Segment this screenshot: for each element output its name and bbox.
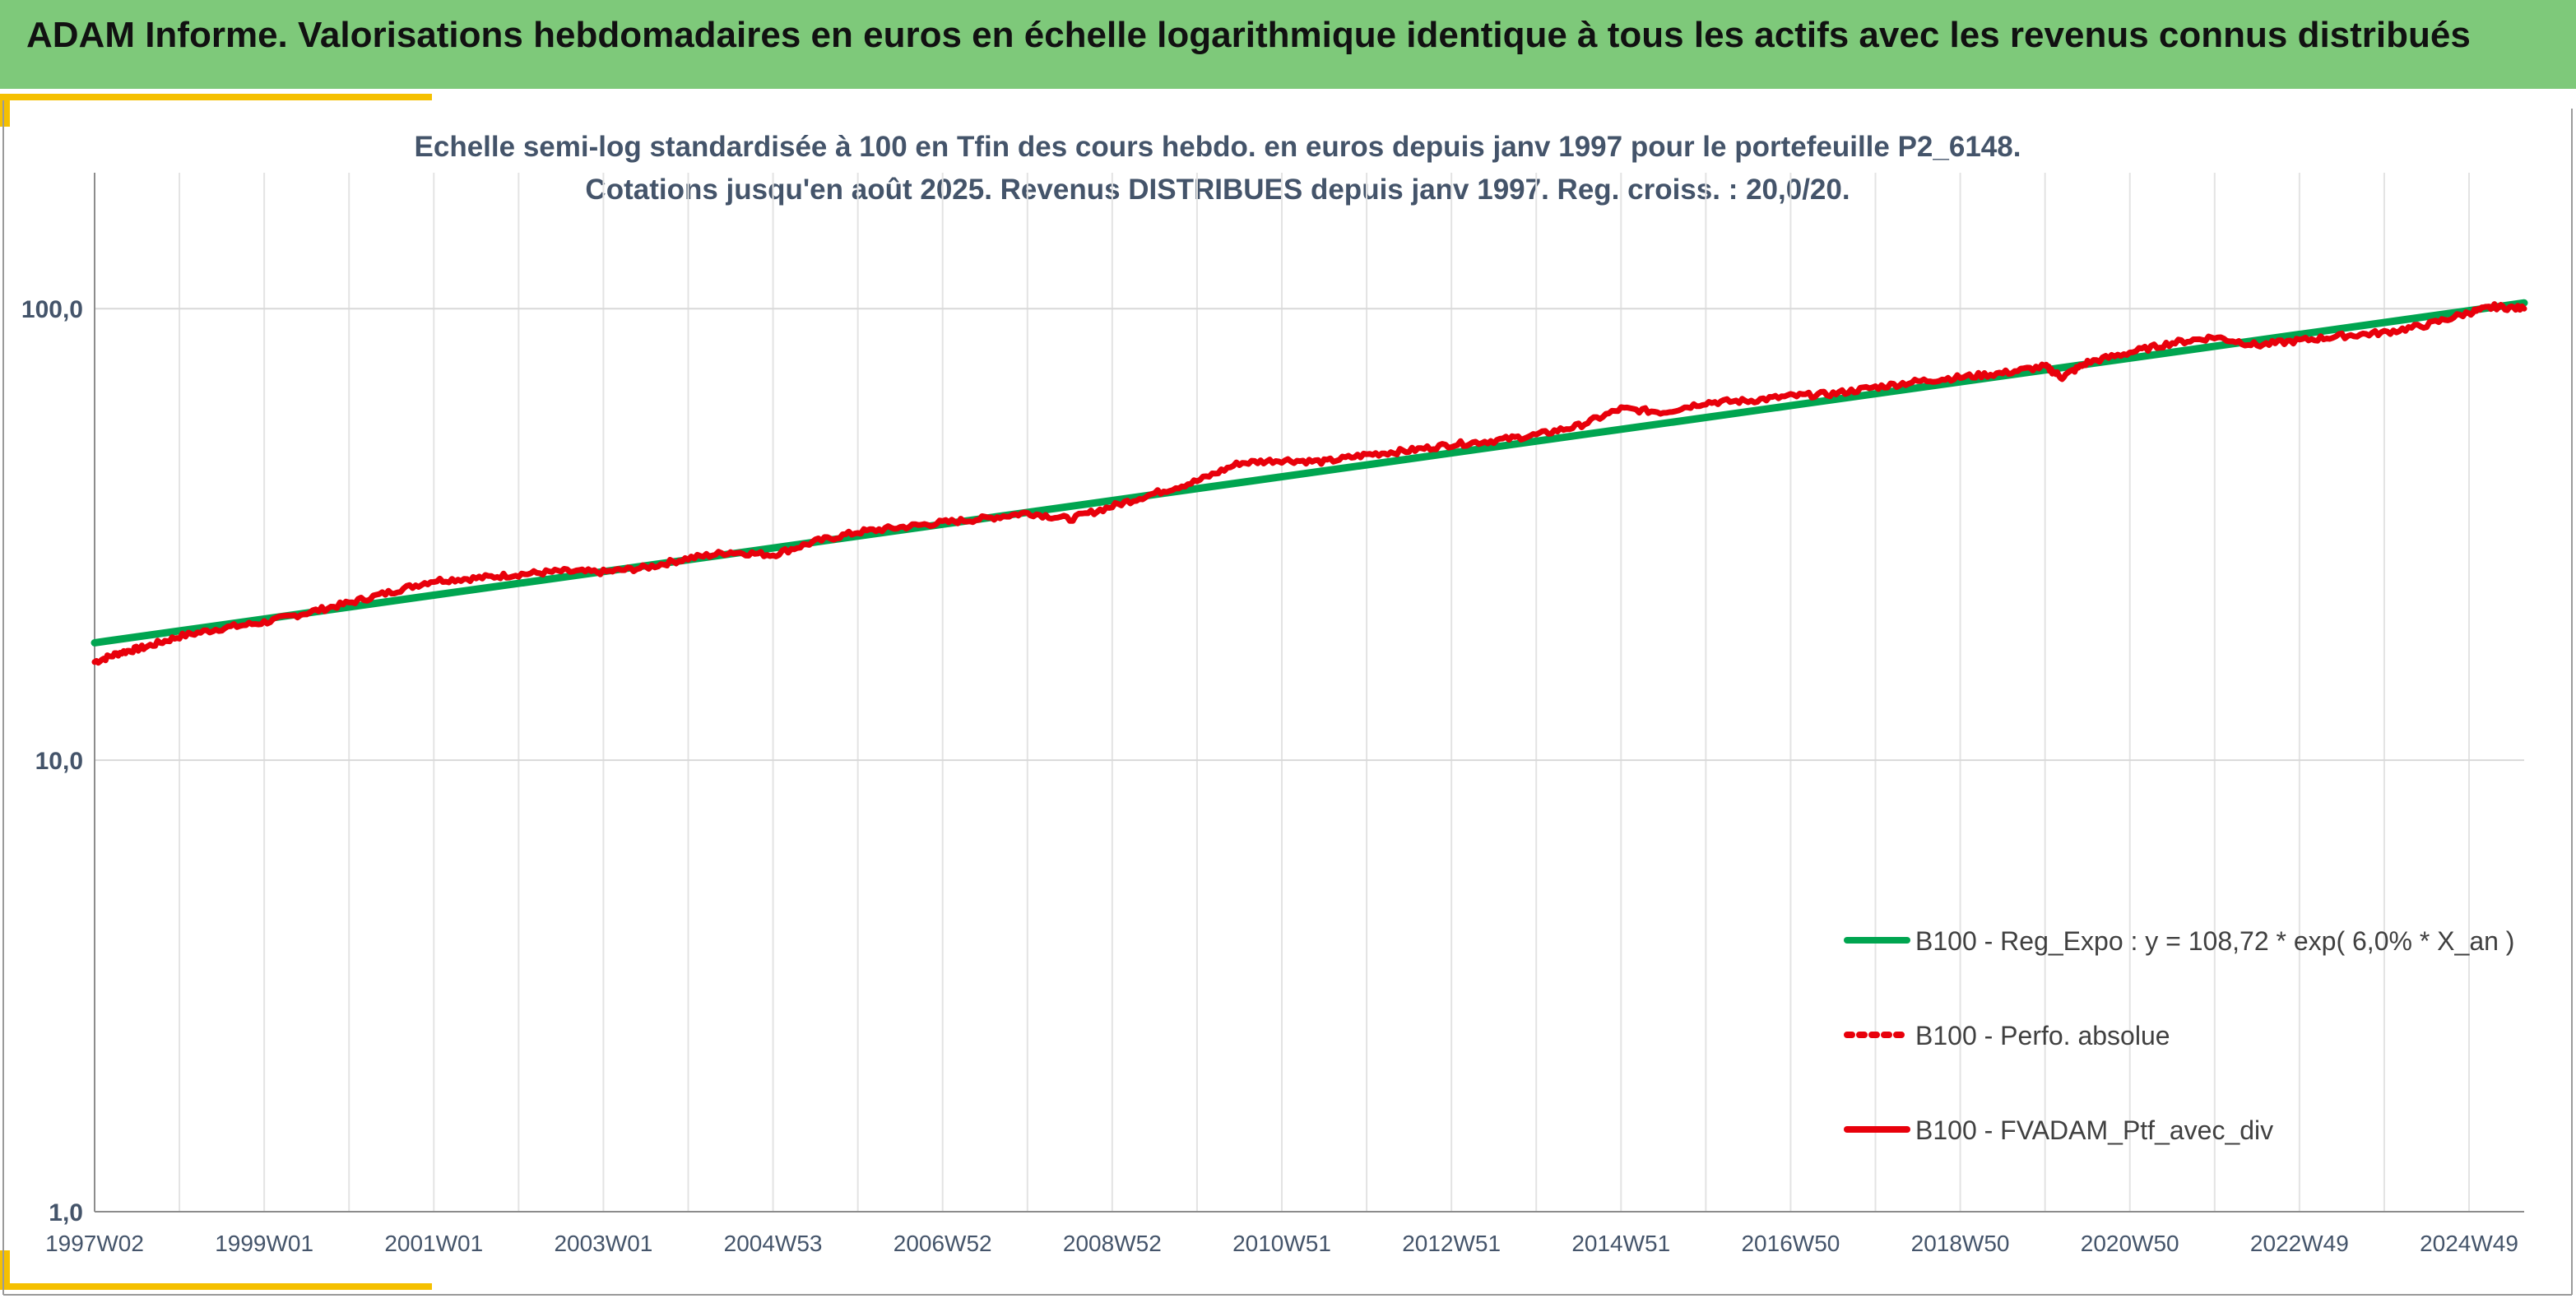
x-tick-label: 2010W51 <box>1232 1231 1331 1256</box>
legend-label-regression: B100 - Reg_Expo : y = 108,72 * exp( 6,0%… <box>1915 926 2514 956</box>
legend-label-portfolio: B100 - FVADAM_Ptf_avec_div <box>1915 1115 2273 1145</box>
page-title: ADAM Informe. Valorisations hebdomadaire… <box>26 15 2471 55</box>
x-tick-label: 2008W52 <box>1063 1231 1162 1256</box>
legend-label-perfo: B100 - Perfo. absolue <box>1915 1021 2170 1050</box>
y-tick-label: 1,0 <box>49 1199 83 1226</box>
legend-item-perfo: B100 - Perfo. absolue <box>1844 1021 2170 1050</box>
x-tick-label: 2020W50 <box>2081 1231 2179 1256</box>
accent-corner-top <box>0 94 432 100</box>
accent-corner-top-left <box>0 94 10 127</box>
chart-title-line2: Cotations jusqu'en août 2025. Revenus DI… <box>585 174 1850 206</box>
x-tick-label: 2006W52 <box>893 1231 992 1256</box>
y-tick-labels: 1,0 10,0 100,0 <box>21 296 83 1226</box>
chart-svg: Echelle semi-log standardisée à 100 en T… <box>0 94 2573 1296</box>
x-tick-labels: 1997W02 1999W01 2001W01 2003W01 2004W53 2006W… <box>45 1231 2518 1256</box>
title-banner: ADAM Informe. Valorisations hebdomadaire… <box>0 0 2576 89</box>
legend-item-portfolio: B100 - FVADAM_Ptf_avec_div <box>1844 1115 2273 1145</box>
x-tick-label: 2014W51 <box>1571 1231 1670 1256</box>
chart-area: Echelle semi-log standardisée à 100 en T… <box>0 89 2576 1299</box>
x-tick-label: 2004W53 <box>724 1231 823 1256</box>
x-tick-label: 2022W49 <box>2250 1231 2349 1256</box>
accent-corner-bottom <box>0 1283 432 1290</box>
chart-title-line1: Echelle semi-log standardisée à 100 en T… <box>415 131 2021 163</box>
x-tick-label: 2018W50 <box>1911 1231 2010 1256</box>
vertical-gridlines <box>94 173 2471 1212</box>
horizontal-gridlines <box>95 308 2524 762</box>
x-tick-label: 2012W51 <box>1402 1231 1501 1256</box>
x-tick-label: 1997W02 <box>45 1231 144 1256</box>
x-tick-label: 2024W49 <box>2420 1231 2518 1256</box>
y-tick-label: 100,0 <box>21 296 83 323</box>
x-tick-label: 2003W01 <box>554 1231 652 1256</box>
series-line-regression <box>91 299 2528 647</box>
legend-item-regression: B100 - Reg_Expo : y = 108,72 * exp( 6,0%… <box>1844 926 2514 956</box>
series-line-portfolio <box>91 301 2527 666</box>
axes <box>94 173 2524 1213</box>
x-tick-label: 1999W01 <box>215 1231 313 1256</box>
x-tick-label: 2016W50 <box>1741 1231 1840 1256</box>
y-tick-label: 10,0 <box>35 748 83 775</box>
series-layer <box>91 299 2528 666</box>
x-tick-label: 2001W01 <box>384 1231 483 1256</box>
legend: B100 - Reg_Expo : y = 108,72 * exp( 6,0%… <box>1844 926 2514 1145</box>
accent-corner-bottom-left <box>0 1250 10 1290</box>
